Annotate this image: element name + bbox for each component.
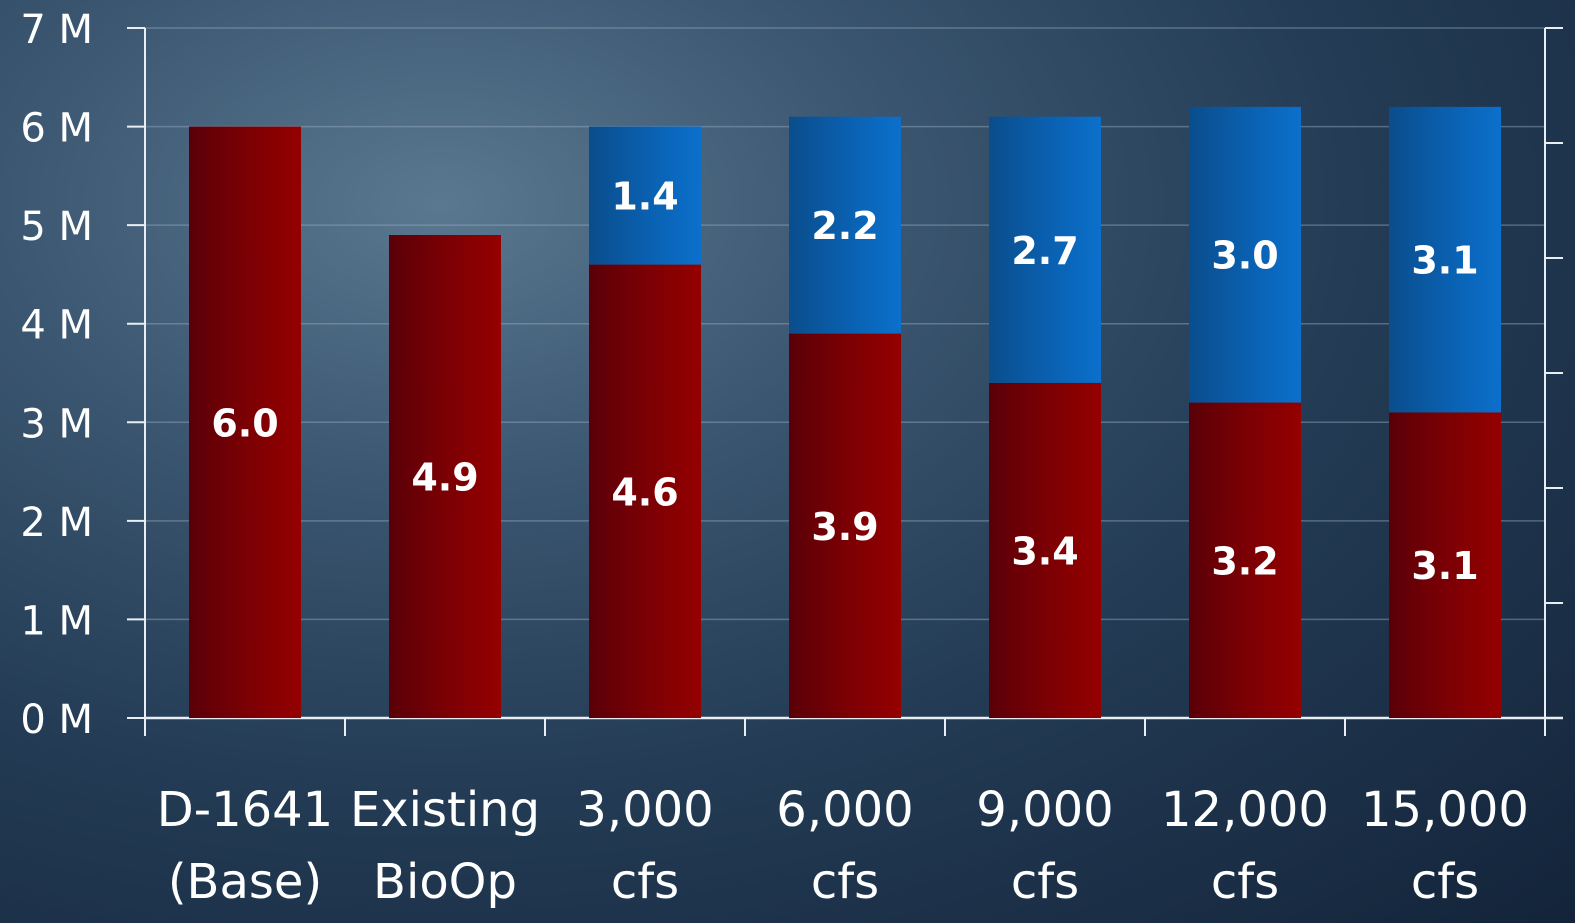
x-tick-label: cfs (811, 854, 879, 910)
y-tick-label: 6 M (20, 106, 93, 152)
y-tick-label: 1 M (20, 598, 93, 644)
x-tick-label: 15,000 (1361, 782, 1529, 838)
data-label: 3.1 (1411, 544, 1478, 588)
y-tick-label: 0 M (20, 697, 93, 743)
data-label: 2.7 (1011, 229, 1078, 273)
bar-segment-red (1189, 402, 1301, 718)
x-tick-label: 6,000 (776, 782, 913, 838)
x-tick-label: D-1641 (157, 782, 333, 838)
y-tick-label: 4 M (20, 303, 93, 349)
data-label: 6.0 (211, 401, 278, 445)
bar-segment-blue (589, 126, 701, 265)
bar-segment-blue (1189, 106, 1301, 403)
x-tick-labels: D-1641 (Base) Existing BioOp 3,000 cfs 6,000 cf… (157, 782, 1529, 910)
x-tick-label: 12,000 (1161, 782, 1329, 838)
data-label: 3.1 (1411, 239, 1478, 283)
x-tick-label: Existing (350, 782, 540, 838)
x-tick-label: 3,000 (576, 782, 713, 838)
x-tick-label: cfs (1211, 854, 1279, 910)
data-label: 3.4 (1011, 529, 1078, 573)
bar-segment-red (389, 235, 501, 718)
y-tick-label: 5 M (20, 204, 93, 250)
bar-segment-red (989, 382, 1101, 718)
y-tick-label: 2 M (20, 500, 93, 546)
y-tick-label: 3 M (20, 401, 93, 447)
data-label: 3.9 (811, 505, 878, 549)
bar-segment-red (789, 333, 901, 718)
bar-segment-blue (789, 116, 901, 334)
x-tick-label: (Base) (168, 854, 322, 910)
x-tick-label: cfs (1411, 854, 1479, 910)
data-label: 2.2 (811, 204, 878, 248)
bar-segment-blue (989, 116, 1101, 383)
x-tick-label: BioOp (373, 854, 517, 910)
data-label: 4.6 (611, 470, 678, 514)
data-label: 3.0 (1211, 234, 1278, 278)
data-labels: 6.0 4.9 4.6 1.4 3.9 2.2 3.4 2.7 3.2 3.0 3.1 3.1 (211, 175, 1478, 589)
bar-segment-red (1389, 412, 1501, 718)
y-tick-label: 7 M (20, 7, 93, 53)
y-tick-labels: 0 M 1 M 2 M 3 M 4 M 5 M 6 M 7 M (20, 7, 93, 743)
x-tick-label: cfs (611, 854, 679, 910)
x-tick-label: cfs (1011, 854, 1079, 910)
data-label: 4.9 (411, 456, 478, 500)
bar-segment-blue (1389, 106, 1501, 413)
bar-segment-red (189, 126, 301, 719)
bar-segment-red (589, 264, 701, 718)
data-label: 1.4 (611, 175, 678, 219)
x-tick-label: 9,000 (976, 782, 1113, 838)
bars (189, 106, 1501, 719)
data-label: 3.2 (1211, 539, 1278, 583)
